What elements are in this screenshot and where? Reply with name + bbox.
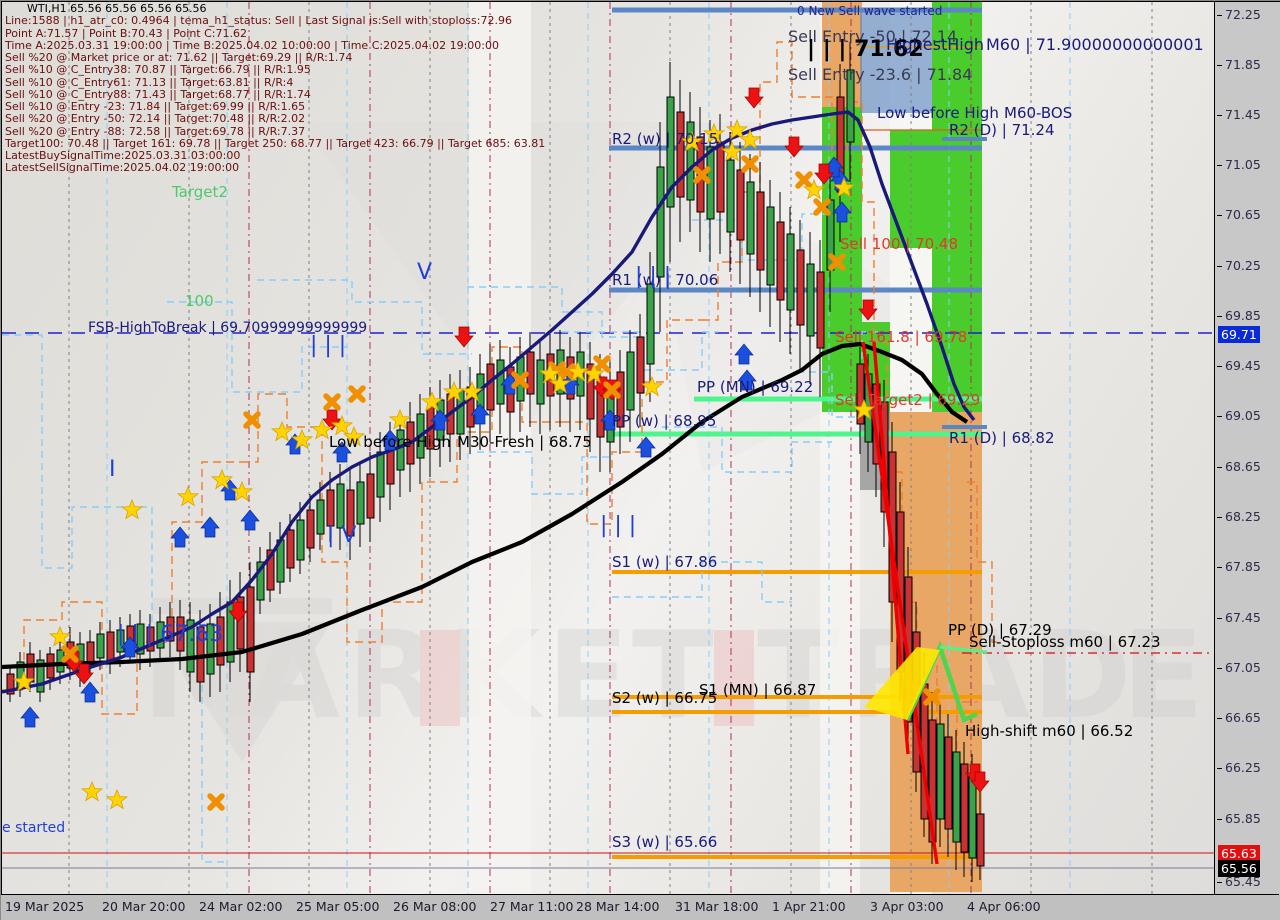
wave-label-III-c: | | | xyxy=(635,264,672,289)
header-line-11: LatestBuySignalTime:2025.03.31 03:00:00 xyxy=(5,149,241,162)
time-tick-6: 28 Mar 14:00 xyxy=(576,899,660,914)
label-sell-target2: Sell Target2 | 69.29 xyxy=(835,391,981,409)
header-line-5: Sell %10 @ C_Entry61: 71.13 || Target:63… xyxy=(5,75,294,89)
wave-label-III-b: | | | xyxy=(600,513,637,538)
label-s3-w: S3 (w) | 65.66 xyxy=(612,833,718,851)
price-tick-5: 70.25 xyxy=(1217,258,1261,273)
label-sell-stoploss-m60: Sell-Stoploss m60 | 67.23 xyxy=(969,633,1161,651)
label-r2-d: R2 (D) | 71.24 xyxy=(949,121,1055,139)
label-point-c: | | | 71.62 xyxy=(807,37,924,62)
time-tick-3: 25 Mar 05:00 xyxy=(296,899,380,914)
label-sell-100: Sell 100 | 70.48 xyxy=(840,235,959,253)
price-tick-14: 66.65 xyxy=(1217,710,1261,725)
label-sell-entry-50: Sell Entry -50 | 72.14 xyxy=(788,27,958,46)
wave-label-V: V xyxy=(417,260,433,285)
chart-info-header: WTI,H1 65.56 65.56 65.56 65.56 Line:1588… xyxy=(5,2,546,175)
time-tick-7: 31 Mar 18:00 xyxy=(675,899,759,914)
zone-layer xyxy=(469,2,982,895)
ask-price-badge: 65.63 xyxy=(1218,845,1260,862)
label-s1-mn: S1 (MN) | 66.87 xyxy=(699,681,817,699)
price-tick-4: 70.65 xyxy=(1217,207,1261,222)
header-line-12: LatestSellSignalTime:2025.04.02 19:00:00 xyxy=(5,161,240,175)
chart-plot-area[interactable]: M A R K E T T R A D E xyxy=(1,1,1215,896)
label-sell-entry-236: Sell Entry -23.6 | 71.84 xyxy=(788,65,973,84)
label-wave-67-63: | | | 67.63 xyxy=(117,622,224,647)
label-target2: Target2 xyxy=(172,183,228,201)
time-tick-5: 27 Mar 11:00 xyxy=(490,899,574,914)
header-line-0: Line:1588 | h1_atr_c0: 0.4964 | tema_h1_… xyxy=(5,14,512,28)
label-fsb-high-to-break: FSB-HighToBreak | 69.70999999999999 xyxy=(88,320,368,336)
price-tick-11: 67.85 xyxy=(1217,559,1261,574)
time-tick-4: 26 Mar 08:00 xyxy=(393,899,477,914)
symbol-ohlc-line: WTI,H1 65.56 65.56 65.56 65.56 xyxy=(27,2,207,15)
label-sell-1618: Sell 161.8 | 69.78 xyxy=(835,328,968,346)
wave-label-I: I xyxy=(109,457,116,482)
price-tick-13: 67.05 xyxy=(1217,660,1261,675)
header-line-8: Sell %20 @ Entry -50: 72.14 || Target:70… xyxy=(5,112,306,126)
header-line-4: Sell %10 @ C_Entry38: 70.87 || Target:66… xyxy=(5,63,311,77)
label-r1-d: R1 (D) | 68.82 xyxy=(949,429,1055,447)
label-pp-mn: PP (MN) | 69.22 xyxy=(697,378,814,396)
header-line-6: Sell %10 @ C_Entry88: 71.43 || Target:68… xyxy=(5,87,311,101)
time-tick-9: 3 Apr 03:00 xyxy=(870,899,944,914)
trendline-layer xyxy=(861,341,988,865)
price-tick-8: 69.05 xyxy=(1217,408,1261,423)
price-tick-12: 67.45 xyxy=(1217,610,1261,625)
price-tick-15: 66.25 xyxy=(1217,760,1261,775)
header-line-7: Sell %10 @ Entry -23: 71.84 || Target:69… xyxy=(5,100,306,113)
time-tick-8: 1 Apr 21:00 xyxy=(772,899,846,914)
wave-label-III-a: | | | xyxy=(310,333,347,358)
label-m60-high: M60 | 71.90000000000001 xyxy=(986,35,1204,54)
header-line-3: Sell %20 @ Market price or at: 71.62 || … xyxy=(5,51,353,64)
label-r1-w: R1 (w) | 70.06 xyxy=(612,271,719,289)
moving-average-layer xyxy=(2,110,976,694)
label-r2-w: R2 (w) | 70.15 xyxy=(612,130,719,148)
time-tick-10: 4 Apr 06:00 xyxy=(967,899,1041,914)
price-tick-9: 68.65 xyxy=(1217,459,1261,474)
label-s1-w: S1 (w) | 67.86 xyxy=(612,553,718,571)
current-price-badge: 69.71 xyxy=(1218,326,1260,343)
label-m60-bos: M60-BOS xyxy=(1004,104,1073,122)
time-tick-0: 19 Mar 2025 xyxy=(5,899,85,914)
price-tick-16: 65.85 xyxy=(1217,811,1261,826)
price-tick-0: 72.25 xyxy=(1217,7,1261,22)
last-price-badge: 65.56 xyxy=(1218,860,1260,877)
price-tick-6: 69.85 xyxy=(1217,308,1261,323)
slow-ma-line xyxy=(2,341,969,670)
header-line-9: Sell %20 @ Entry -88: 72.58 || Target:69… xyxy=(5,124,306,138)
price-tick-10: 68.25 xyxy=(1217,509,1261,524)
indicator-envelope-layer xyxy=(2,41,1002,863)
price-tick-7: 69.45 xyxy=(1217,358,1261,373)
label-highest-high: HighestHigh xyxy=(886,35,984,54)
time-scale[interactable]: 19 Mar 2025 20 Mar 20:00 24 Mar 02:00 25… xyxy=(1,894,1279,920)
label-s2-w: S2 (w) | 66.75 xyxy=(612,689,718,707)
label-low-before-high-mid: Low before High xyxy=(329,433,451,451)
time-tick-2: 24 Mar 02:00 xyxy=(199,899,283,914)
label-wave-started-left: e started xyxy=(2,820,66,836)
label-pp-w: PP (w) | 68.95 xyxy=(612,412,717,430)
price-tick-3: 71.05 xyxy=(1217,157,1261,172)
time-tick-1: 20 Mar 20:00 xyxy=(102,899,186,914)
price-tick-2: 71.45 xyxy=(1217,107,1261,122)
header-line-10: Target100: 70.48 || Target 161: 69.78 ||… xyxy=(5,136,546,150)
wave-label-IV: | V xyxy=(327,523,357,548)
label-m30-fresh: M30-Fresh | 68.75 xyxy=(457,433,592,451)
price-tick-1: 71.85 xyxy=(1217,57,1261,72)
header-line-2: Time A:2025.03.31 19:00:00 | Time B:2025… xyxy=(5,38,499,52)
fast-ma-line xyxy=(2,110,976,694)
label-pp-d: PP (D) | 67.29 xyxy=(948,621,1052,639)
price-tick-17: 65.45 xyxy=(1217,874,1261,889)
label-hundred: 100 xyxy=(185,292,214,310)
price-scale[interactable]: 72.25 71.85 71.45 71.05 70.65 70.25 69.8… xyxy=(1214,1,1280,895)
header-line-1: Point A:71.57 | Point B:70.43 | Point C:… xyxy=(5,26,247,40)
label-new-sell-wave: 0 New Sell wave started xyxy=(797,4,943,18)
label-low-before-high-top: Low before High xyxy=(877,104,999,122)
label-high-shift-m60: High-shift m60 | 66.52 xyxy=(965,722,1134,740)
